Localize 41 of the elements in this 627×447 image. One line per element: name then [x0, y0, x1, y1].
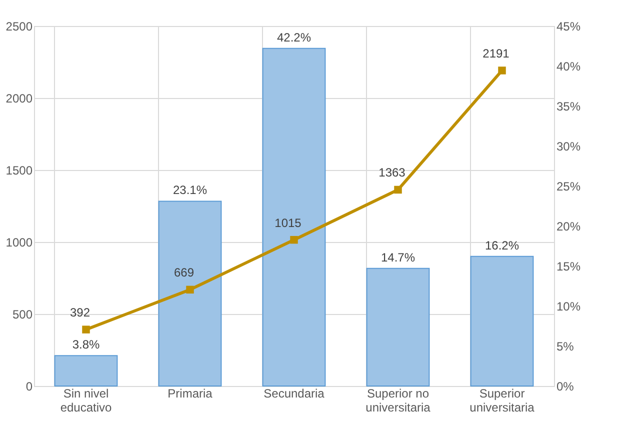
y-tick-label: 0 — [26, 380, 33, 394]
y-tick-label: 1500 — [6, 164, 33, 178]
y-tick-label: 500 — [12, 308, 33, 322]
data-label: 669 — [174, 266, 194, 280]
data-label: 42.2% — [276, 30, 312, 44]
point — [498, 66, 506, 74]
x-tick-label: Sin nivel educativo — [60, 386, 112, 414]
bar — [470, 256, 534, 386]
point — [290, 236, 298, 244]
x-tick-label: Primaria — [168, 386, 213, 400]
y2-tick-label: 15% — [556, 260, 581, 274]
y2-tick-label: 30% — [556, 140, 581, 154]
y-tick-label: 1000 — [6, 236, 33, 250]
bar — [262, 48, 326, 386]
x-tick-label: Superior universitaria — [470, 386, 535, 414]
data-label: 16.2% — [484, 238, 520, 252]
point — [186, 286, 194, 294]
y2-tick-label: 5% — [556, 340, 574, 354]
bar — [158, 200, 222, 386]
x-tick-label: Superior no universitaria — [366, 386, 431, 414]
y2-tick-label: 20% — [556, 220, 581, 234]
y-tick-label: 2000 — [6, 92, 33, 106]
y2-tick-label: 0% — [556, 380, 574, 394]
bar — [366, 268, 430, 386]
data-label: 3.8% — [72, 338, 100, 352]
y2-tick-label: 10% — [556, 300, 581, 314]
y-tick-label: 2500 — [6, 20, 33, 34]
data-label: 1015 — [274, 216, 302, 230]
point — [394, 186, 402, 194]
y2-tick-label: 25% — [556, 180, 581, 194]
data-label: 23.1% — [172, 183, 208, 198]
y2-tick-label: 45% — [556, 20, 581, 34]
point — [82, 326, 90, 334]
data-label: 392 — [70, 306, 90, 320]
data-label: 14.7% — [380, 250, 416, 264]
y2-tick-label: 35% — [556, 100, 581, 114]
bar — [54, 355, 118, 386]
data-label: 1363 — [378, 166, 406, 180]
x-tick-label: Secundaria — [264, 386, 325, 400]
y2-tick-label: 40% — [556, 60, 581, 74]
data-label: 2191 — [482, 46, 510, 60]
